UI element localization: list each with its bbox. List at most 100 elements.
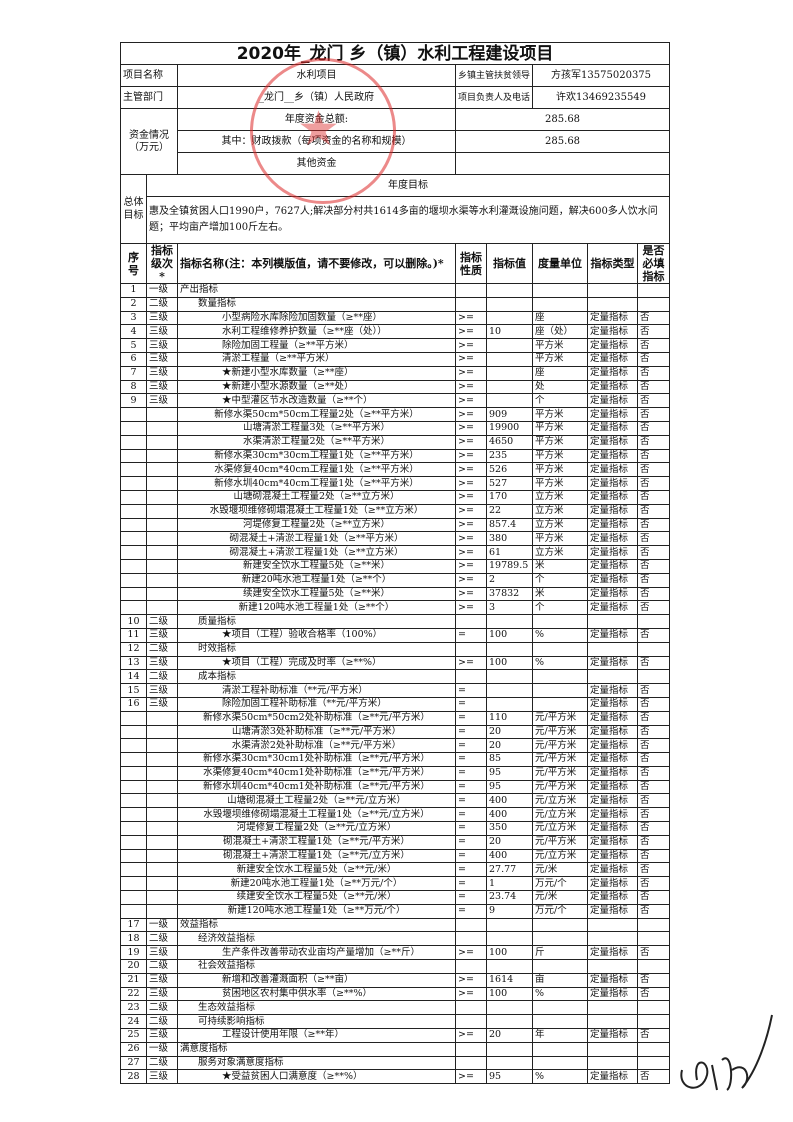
row-required: 否 — [636, 393, 671, 409]
row-nature: = — [455, 765, 487, 781]
table-row: 砌混凝土+清淤工程量1处（≥**平方米） >= 380 平方米 定量指标否 — [120, 531, 671, 547]
row-unit: 个 — [532, 600, 588, 616]
row-unit: 座（处） — [532, 324, 588, 340]
row-unit — [532, 669, 588, 685]
row-nature: >= — [455, 517, 487, 533]
row-type — [587, 283, 638, 298]
row-level: 三级 — [146, 338, 178, 353]
funds-label: 资金情况（万元） — [120, 108, 178, 175]
row-seq: 9 — [120, 393, 147, 409]
row-value: 3 — [486, 600, 533, 616]
row-nature — [455, 1055, 487, 1071]
row-type: 定量指标 — [587, 448, 638, 464]
row-nature: >= — [455, 476, 487, 491]
project-name-label: 项目名称 — [120, 64, 178, 87]
row-required: 否 — [636, 434, 671, 450]
row-value — [486, 351, 533, 367]
row-seq: 12 — [120, 641, 147, 657]
row-value: 20 — [486, 724, 533, 740]
row-name: 小型病险水库除险加固数量（≥**座） — [177, 310, 456, 326]
row-unit — [532, 283, 588, 298]
row-seq: 1 — [120, 283, 147, 298]
row-name: ★受益贫困人口满意度（≥**%） — [177, 1069, 456, 1085]
row-unit — [532, 1014, 588, 1030]
row-value: 1 — [486, 876, 533, 892]
row-required: 否 — [636, 586, 671, 602]
col-header-unit: 度量单位 — [532, 243, 588, 284]
row-level — [146, 724, 178, 740]
row-type — [587, 1041, 638, 1057]
table-row: 河堤修复工程量2处（≥**元/立方米） = 350 元/立方米 定量指标否 — [120, 821, 671, 836]
row-nature: >= — [455, 434, 487, 450]
row-unit: 元/平方米 — [532, 779, 588, 795]
row-level: 三级 — [146, 393, 178, 409]
row-name: 新建安全饮水工程量5处（≥**米） — [177, 558, 456, 574]
table-row: 28 三级 ★受益贫困人口满意度（≥**%） >= 95% 定量指标否 — [120, 1069, 671, 1085]
table-row: 19 三级 生产条件改善带动农业亩均产量增加（≥**斤） >= 100 斤定量指标否 — [120, 945, 671, 961]
row-value: 380 — [486, 531, 533, 547]
row-level — [146, 558, 178, 574]
row-required: 否 — [636, 531, 671, 547]
row-level — [146, 586, 178, 602]
row-required: 否 — [636, 738, 671, 754]
row-nature — [455, 1041, 487, 1057]
row-type: 定量指标 — [587, 972, 638, 988]
row-name: 除险加固工程量（≥**平方米） — [177, 338, 456, 353]
row-nature — [455, 959, 487, 974]
row-type: 定量指标 — [587, 503, 638, 519]
row-level — [146, 600, 178, 616]
row-level: 二级 — [146, 1014, 178, 1030]
row-type — [587, 959, 638, 974]
row-type: 定量指标 — [587, 834, 638, 850]
row-value: 85 — [486, 752, 533, 767]
row-required: 否 — [636, 627, 671, 643]
table-row: 2 二级 数量指标 — [120, 296, 671, 312]
table-row: 续建安全饮水工程量5处（≥**元/米） = 23.74 元/米 定量指标否 — [120, 890, 671, 905]
table-row: 27 二级 服务对象满意度指标 — [120, 1055, 671, 1071]
row-required: 否 — [636, 1028, 671, 1043]
row-nature — [455, 283, 487, 298]
row-value — [486, 1014, 533, 1030]
table-row: 26 一级 满意度指标 — [120, 1041, 671, 1057]
row-seq: 7 — [120, 365, 147, 381]
row-seq — [120, 448, 147, 464]
project-form-table: 2020年_龙门 乡（镇）水利工程建设项目 项目名称 水利项目 乡镇主管扶贫领导… — [119, 42, 671, 1085]
row-type: 定量指标 — [587, 1028, 638, 1043]
row-value — [486, 669, 533, 685]
row-type — [587, 614, 638, 629]
row-seq: 4 — [120, 324, 147, 340]
table-row: 河堤修复工程量2处（≥**立方米） >= 857.4 立方米 定量指标否 — [120, 517, 671, 533]
row-value — [486, 296, 533, 312]
row-level: 一级 — [146, 1041, 178, 1057]
row-value — [486, 1055, 533, 1071]
table-row: 新建120吨水池工程量1处（≥**个） >= 3 个定量指标否 — [120, 600, 671, 616]
table-row: 13 三级 ★项目（工程）完成及时率（≥**%） >= 100% 定量指标否 — [120, 655, 671, 671]
row-level: 三级 — [146, 351, 178, 367]
row-required: 否 — [636, 545, 671, 560]
row-required: 否 — [636, 986, 671, 1002]
row-unit: 元/平方米 — [532, 724, 588, 740]
row-level — [146, 862, 178, 878]
row-value: 100 — [486, 627, 533, 643]
row-seq — [120, 724, 147, 740]
row-required: 否 — [636, 503, 671, 519]
table-row: 12 二级 时效指标 — [120, 641, 671, 657]
row-name: 清淤工程量（≥**平方米） — [177, 351, 456, 367]
row-type: 定量指标 — [587, 807, 638, 823]
row-value: 20 — [486, 1028, 533, 1043]
row-type: 定量指标 — [587, 310, 638, 326]
project-name-value: 水利项目 — [177, 64, 456, 87]
row-type: 定量指标 — [587, 793, 638, 809]
row-nature — [455, 641, 487, 657]
row-required — [636, 641, 671, 657]
row-unit — [532, 614, 588, 629]
row-type: 定量指标 — [587, 393, 638, 409]
row-nature: >= — [455, 572, 487, 588]
row-name: 除险加固工程补助标准（**元/平方米） — [177, 696, 456, 712]
row-name: 砌混凝土+清淤工程量1处（≥**立方米） — [177, 545, 456, 560]
row-nature: = — [455, 903, 487, 919]
row-required: 否 — [636, 765, 671, 781]
row-required: 否 — [636, 489, 671, 505]
row-required — [636, 669, 671, 685]
row-level — [146, 848, 178, 864]
